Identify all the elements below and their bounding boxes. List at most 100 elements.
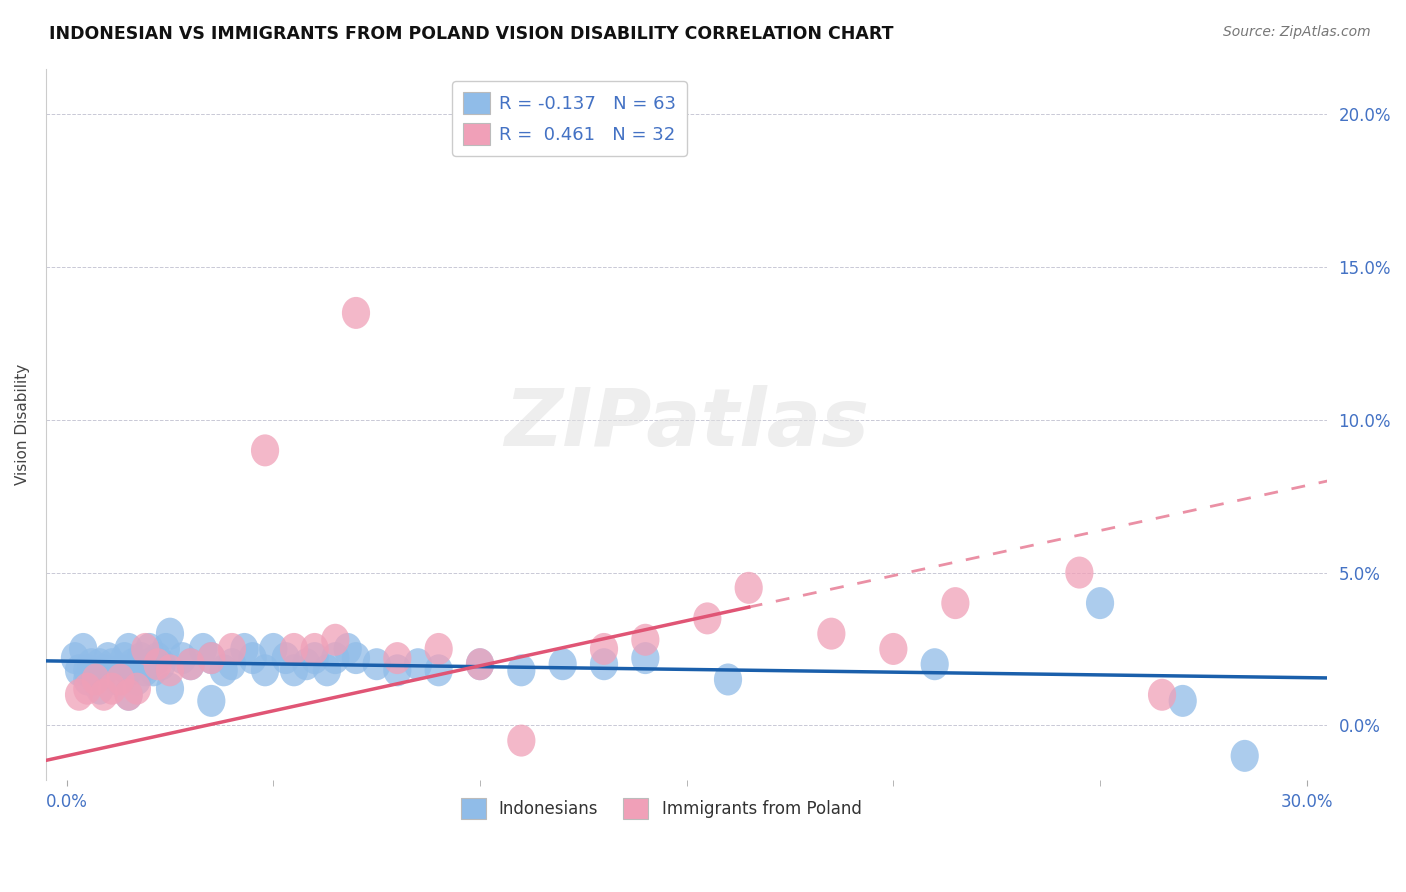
Ellipse shape <box>156 617 184 649</box>
Ellipse shape <box>280 633 308 665</box>
Ellipse shape <box>631 642 659 674</box>
Ellipse shape <box>333 633 361 665</box>
Ellipse shape <box>218 633 246 665</box>
Ellipse shape <box>94 642 122 674</box>
Ellipse shape <box>404 648 432 681</box>
Ellipse shape <box>65 679 93 711</box>
Ellipse shape <box>197 642 225 674</box>
Ellipse shape <box>209 655 238 686</box>
Ellipse shape <box>152 633 180 665</box>
Ellipse shape <box>250 434 280 467</box>
Ellipse shape <box>73 673 101 705</box>
Ellipse shape <box>714 664 742 696</box>
Text: INDONESIAN VS IMMIGRANTS FROM POLAND VISION DISABILITY CORRELATION CHART: INDONESIAN VS IMMIGRANTS FROM POLAND VIS… <box>49 25 894 43</box>
Ellipse shape <box>218 648 246 681</box>
Ellipse shape <box>131 655 159 686</box>
Ellipse shape <box>135 633 163 665</box>
Ellipse shape <box>292 648 321 681</box>
Ellipse shape <box>103 664 131 696</box>
Ellipse shape <box>90 655 118 686</box>
Ellipse shape <box>90 679 118 711</box>
Ellipse shape <box>591 648 619 681</box>
Ellipse shape <box>425 655 453 686</box>
Ellipse shape <box>280 655 308 686</box>
Ellipse shape <box>135 648 163 681</box>
Ellipse shape <box>384 642 412 674</box>
Ellipse shape <box>817 617 845 649</box>
Ellipse shape <box>118 648 146 681</box>
Ellipse shape <box>1230 739 1258 772</box>
Ellipse shape <box>107 655 135 686</box>
Ellipse shape <box>465 648 494 681</box>
Ellipse shape <box>301 633 329 665</box>
Text: ZIPatlas: ZIPatlas <box>505 385 869 464</box>
Ellipse shape <box>465 648 494 681</box>
Ellipse shape <box>188 633 217 665</box>
Ellipse shape <box>114 679 143 711</box>
Ellipse shape <box>86 673 114 705</box>
Ellipse shape <box>127 642 155 674</box>
Text: Source: ZipAtlas.com: Source: ZipAtlas.com <box>1223 25 1371 39</box>
Ellipse shape <box>114 655 143 686</box>
Ellipse shape <box>169 642 197 674</box>
Ellipse shape <box>60 642 89 674</box>
Ellipse shape <box>111 642 139 674</box>
Ellipse shape <box>879 633 907 665</box>
Ellipse shape <box>631 624 659 656</box>
Ellipse shape <box>156 655 184 686</box>
Ellipse shape <box>143 642 172 674</box>
Ellipse shape <box>693 602 721 634</box>
Ellipse shape <box>548 648 576 681</box>
Ellipse shape <box>1066 557 1094 589</box>
Ellipse shape <box>271 642 299 674</box>
Legend: Indonesians, Immigrants from Poland: Indonesians, Immigrants from Poland <box>454 792 869 825</box>
Ellipse shape <box>122 664 150 696</box>
Ellipse shape <box>177 648 205 681</box>
Ellipse shape <box>73 664 101 696</box>
Ellipse shape <box>82 664 110 696</box>
Ellipse shape <box>65 655 93 686</box>
Ellipse shape <box>177 648 205 681</box>
Ellipse shape <box>69 633 97 665</box>
Ellipse shape <box>98 673 127 705</box>
Ellipse shape <box>231 633 259 665</box>
Ellipse shape <box>363 648 391 681</box>
Ellipse shape <box>114 679 143 711</box>
Ellipse shape <box>98 648 127 681</box>
Ellipse shape <box>197 685 225 717</box>
Ellipse shape <box>148 648 176 681</box>
Ellipse shape <box>591 633 619 665</box>
Ellipse shape <box>342 297 370 329</box>
Ellipse shape <box>82 660 110 692</box>
Ellipse shape <box>197 642 225 674</box>
Ellipse shape <box>321 624 350 656</box>
Ellipse shape <box>86 648 114 681</box>
Ellipse shape <box>250 655 280 686</box>
Ellipse shape <box>314 655 342 686</box>
Ellipse shape <box>239 642 267 674</box>
Ellipse shape <box>941 587 970 619</box>
Ellipse shape <box>921 648 949 681</box>
Ellipse shape <box>508 655 536 686</box>
Ellipse shape <box>114 633 143 665</box>
Ellipse shape <box>342 642 370 674</box>
Ellipse shape <box>384 655 412 686</box>
Ellipse shape <box>73 655 101 686</box>
Ellipse shape <box>321 642 350 674</box>
Ellipse shape <box>143 648 172 681</box>
Ellipse shape <box>77 648 105 681</box>
Ellipse shape <box>131 633 159 665</box>
Ellipse shape <box>1168 685 1197 717</box>
Ellipse shape <box>139 655 167 686</box>
Ellipse shape <box>508 724 536 756</box>
Ellipse shape <box>259 633 287 665</box>
Ellipse shape <box>1147 679 1177 711</box>
Ellipse shape <box>107 664 135 696</box>
Ellipse shape <box>425 633 453 665</box>
Ellipse shape <box>301 642 329 674</box>
Ellipse shape <box>122 673 150 705</box>
Ellipse shape <box>1085 587 1114 619</box>
Ellipse shape <box>734 572 763 604</box>
Y-axis label: Vision Disability: Vision Disability <box>15 364 30 485</box>
Ellipse shape <box>156 673 184 705</box>
